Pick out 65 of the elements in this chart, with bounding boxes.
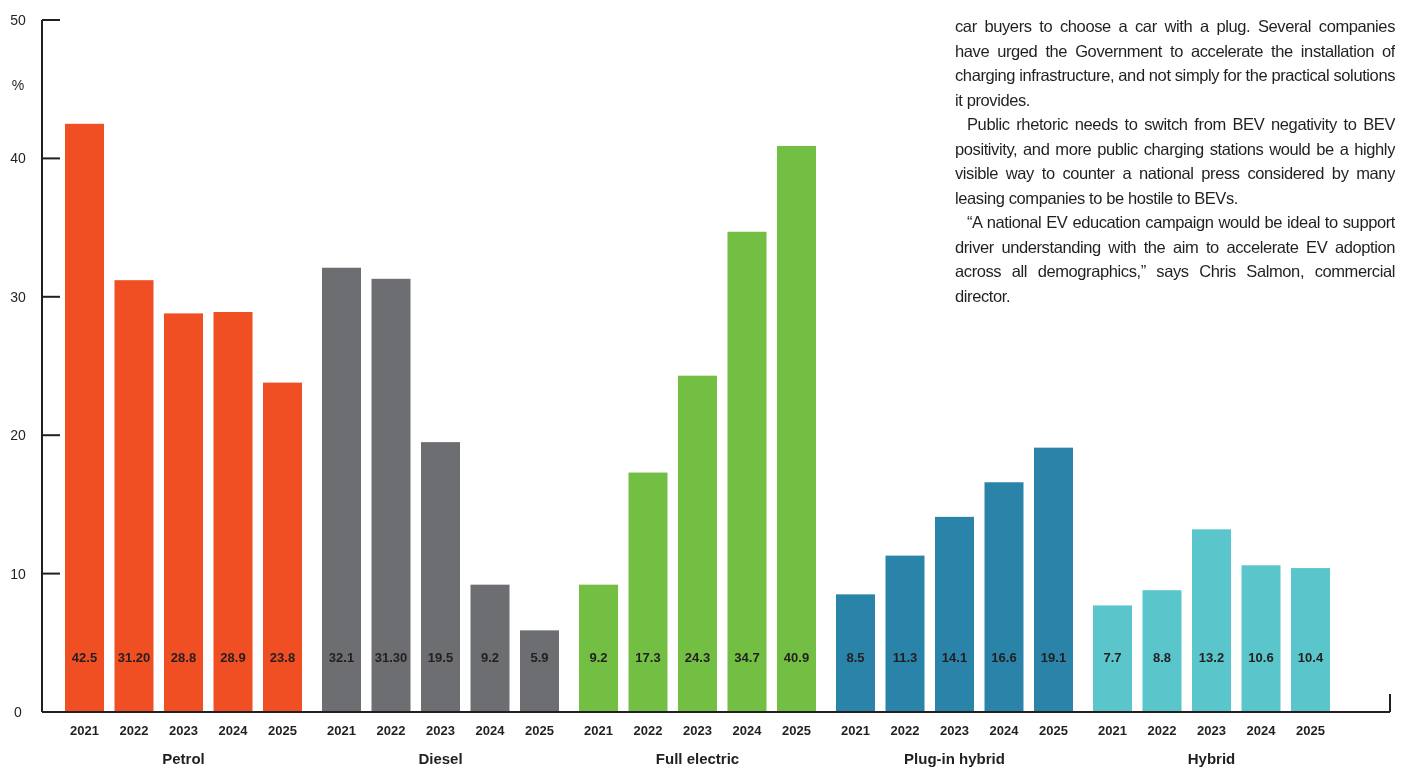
text: 2022 <box>1147 723 1177 738</box>
x-tick-label: Petrol <box>162 750 205 767</box>
x-tick-label: Diesel <box>418 750 463 767</box>
text: 2022 <box>890 723 920 738</box>
y-tick-label: 50 <box>10 12 26 28</box>
data-label: 31.20 <box>117 650 151 665</box>
data-label: 11.3 <box>892 650 918 665</box>
series-label: 2025 <box>268 723 297 738</box>
x-tick-label: Full electric <box>655 750 740 767</box>
text: 2025 <box>1039 723 1068 738</box>
data-label: 5.9 <box>530 650 549 665</box>
data-label: 28.9 <box>220 650 246 665</box>
series-label: 2022 <box>119 723 149 738</box>
text: 2023 <box>683 723 712 738</box>
text: 2022 <box>376 723 406 738</box>
text: 2024 <box>989 723 1019 738</box>
text: 2021 <box>584 723 613 738</box>
text: 2023 <box>426 723 455 738</box>
data-label: 16.6 <box>991 650 1017 665</box>
y-tick-label: 30 <box>10 288 26 305</box>
data-label: 40.9 <box>783 650 810 665</box>
y-tick-label: 10 <box>10 565 26 582</box>
y-tick-label: 20 <box>10 427 26 444</box>
y-tick-label: 0 <box>14 704 23 720</box>
text: 2021 <box>841 723 870 738</box>
text: 2024 <box>1246 723 1276 738</box>
data-label: 10.4 <box>1297 650 1324 665</box>
data-label: 17.3 <box>635 650 661 665</box>
data-label: 19.1 <box>1040 650 1067 665</box>
text: 2021 <box>327 723 356 738</box>
x-tick-label: Hybrid <box>1187 750 1236 767</box>
data-label: 9.2 <box>589 650 608 665</box>
data-label: 31.30 <box>374 650 408 665</box>
text: 2024 <box>732 723 762 738</box>
y-axis-title: % <box>11 77 25 93</box>
series-label: 2024 <box>218 723 249 738</box>
data-label: 34.7 <box>734 650 760 665</box>
data-label: 19.5 <box>427 650 454 665</box>
data-label: 8.5 <box>846 650 865 665</box>
data-label: 10.6 <box>1248 650 1274 665</box>
data-label: 42.5 <box>71 650 98 665</box>
series-label: 2021 <box>70 723 99 738</box>
y-tick-label: 40 <box>10 150 26 167</box>
annotation: “A national EV education campaign would be ideal to support driver understanding with the aim to accelerate EV adoption across all demographics,” says Chris Salmon, commercial director. <box>955 212 1395 307</box>
text: 2025 <box>525 723 554 738</box>
annotation: car buyers to choose a car with a plug. Several companies have urged the Government to accelerate the installation of charging infrastructure, and not simply for the practical solutions it provides. <box>955 16 1396 111</box>
text: 2022 <box>633 723 663 738</box>
data-label: 7.7 <box>1103 650 1122 665</box>
data-label: 9.2 <box>480 650 500 665</box>
data-label: 28.8 <box>170 650 197 665</box>
text: 2023 <box>940 723 969 738</box>
annotation: Public rhetoric needs to switch from BEV negativity to BEV positivity, and more public charging stations would be a highly visible way to counter a national press considered by many leasing companies to be hostile to BEVs. <box>955 114 1395 209</box>
text: 2024 <box>475 723 505 738</box>
text: 2021 <box>1098 723 1127 738</box>
text: 2023 <box>1197 723 1226 738</box>
data-label: 32.1 <box>328 650 355 665</box>
data-label: 13.2 <box>1198 650 1225 665</box>
data-label: 14.1 <box>941 650 968 665</box>
text: 2025 <box>1296 723 1325 738</box>
series-label: 2023 <box>169 723 198 738</box>
text: 2025 <box>782 723 811 738</box>
data-label: 8.8 <box>1152 650 1172 665</box>
x-tick-label: Plug-in hybrid <box>904 750 1005 767</box>
data-label: 24.3 <box>684 650 711 665</box>
data-label: 23.8 <box>269 650 296 665</box>
